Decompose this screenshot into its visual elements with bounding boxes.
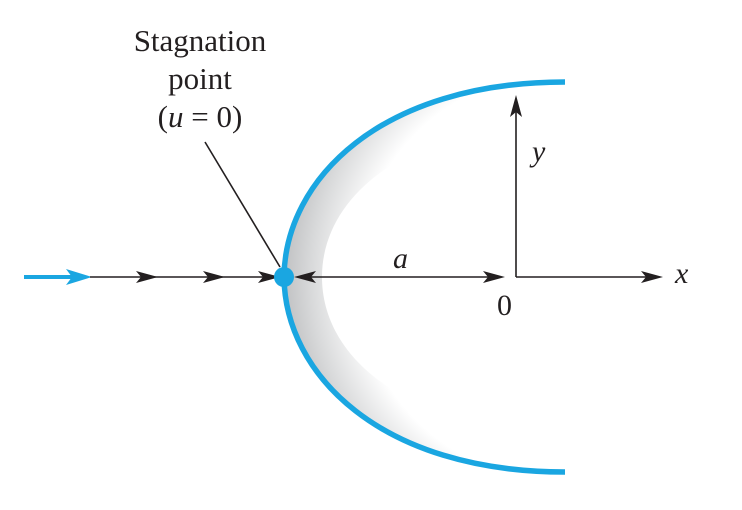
distance-label-a: a (393, 242, 408, 275)
annotation-leader-line (204, 141, 281, 268)
streamline-arrowhead-2 (203, 271, 225, 283)
y-axis-label: y (532, 135, 546, 168)
origin-label: 0 (497, 289, 512, 322)
body-shell (284, 82, 565, 472)
y-axis-arrowhead (510, 95, 522, 117)
streamline-arrowhead-1 (136, 271, 158, 283)
condition-rest: = 0) (183, 99, 243, 134)
stagnation-point-annotation: Stagnation point (u = 0) (108, 22, 292, 136)
annotation-line-2: point (168, 61, 232, 96)
condition-variable-u: u (168, 99, 184, 134)
incoming-flow-arrowhead (66, 269, 92, 285)
annotation-line-1: Stagnation (133, 23, 267, 58)
x-axis-arrowhead (641, 271, 663, 283)
stagnation-point-marker (274, 267, 294, 287)
condition-open-paren: ( (157, 99, 168, 134)
annotation-condition: (u = 0) (108, 98, 292, 136)
x-axis-label: x (675, 257, 689, 290)
distance-a-arrowhead-right (483, 271, 505, 283)
streamline-arrowhead-3 (258, 271, 280, 283)
distance-a-arrowhead-left (294, 271, 316, 283)
